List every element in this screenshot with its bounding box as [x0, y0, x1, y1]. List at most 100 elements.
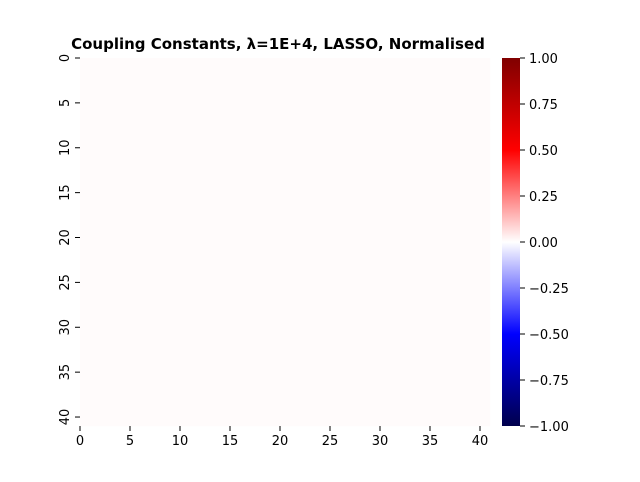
heatmap-cell: [100, 228, 111, 238]
heatmap-cell: [220, 93, 231, 104]
heatmap-cell: [450, 336, 461, 346]
heatmap-cell: [80, 111, 91, 122]
heatmap-cell: [260, 84, 271, 95]
heatmap-cell: [390, 156, 401, 167]
heatmap-cell: [180, 66, 191, 77]
heatmap-cell: [410, 354, 421, 364]
heatmap-cell: [360, 399, 371, 409]
heatmap-cell: [280, 354, 291, 364]
heatmap-cell: [470, 174, 481, 184]
heatmap-cell: [370, 282, 381, 292]
heatmap-cell: [410, 102, 421, 113]
heatmap-cell: [260, 291, 271, 301]
heatmap-cell: [450, 228, 461, 238]
heatmap-cell: [360, 255, 371, 265]
y-tick-label: 15: [58, 184, 73, 201]
heatmap-cell: [370, 228, 381, 238]
heatmap-cell: [240, 84, 251, 95]
heatmap-cell: [380, 408, 391, 418]
heatmap-cell: [90, 363, 101, 373]
heatmap-cell: [410, 147, 421, 158]
heatmap-cell: [390, 228, 401, 238]
heatmap-cell: [80, 183, 91, 193]
heatmap-cell: [260, 165, 271, 175]
heatmap-cell: [390, 165, 401, 175]
heatmap-cell: [410, 129, 421, 140]
heatmap-cell: [130, 408, 141, 418]
heatmap-cell: [300, 66, 311, 77]
heatmap-cell: [480, 102, 491, 113]
heatmap-cell: [180, 75, 191, 86]
heatmap-cell: [220, 264, 231, 274]
heatmap-cell: [320, 120, 331, 131]
heatmap-cell: [380, 129, 391, 140]
heatmap-cell: [100, 138, 111, 149]
heatmap-cell: [370, 345, 381, 355]
heatmap-cell: [200, 58, 211, 68]
heatmap-cell: [110, 345, 121, 355]
heatmap-cell: [230, 84, 241, 95]
heatmap-cell: [370, 201, 381, 211]
heatmap-cell: [460, 327, 471, 337]
heatmap-cell: [430, 237, 441, 247]
heatmap-cell: [470, 84, 481, 95]
heatmap-cell: [200, 255, 211, 265]
heatmap-cell: [190, 120, 201, 131]
heatmap-cell: [220, 129, 231, 140]
heatmap-cell: [290, 390, 301, 400]
heatmap-cell: [140, 66, 151, 77]
heatmap-cell: [400, 255, 411, 265]
heatmap-cell: [380, 192, 391, 202]
heatmap-cell: [480, 390, 491, 400]
heatmap-cell: [200, 93, 211, 104]
heatmap-cell: [320, 58, 331, 68]
heatmap-cell: [240, 327, 251, 337]
heatmap-cell: [300, 309, 311, 319]
heatmap-cell: [270, 399, 281, 409]
heatmap-cell: [460, 255, 471, 265]
heatmap-cell: [420, 255, 431, 265]
heatmap-cell: [410, 120, 421, 131]
heatmap-cell: [340, 291, 351, 301]
heatmap-cell: [160, 318, 171, 328]
heatmap-cell: [340, 120, 351, 131]
heatmap-cell: [310, 237, 321, 247]
heatmap-cell: [120, 111, 131, 122]
heatmap-cell: [220, 291, 231, 301]
heatmap-cell: [80, 237, 91, 247]
y-tick-label: 5: [58, 99, 73, 107]
heatmap-cell: [410, 309, 421, 319]
heatmap-cell: [470, 120, 481, 131]
heatmap-cell: [400, 156, 411, 167]
heatmap-cell: [320, 147, 331, 158]
heatmap-cell: [220, 354, 231, 364]
heatmap-cell: [170, 237, 181, 247]
heatmap-cell: [400, 147, 411, 158]
heatmap-cell: [480, 75, 491, 86]
heatmap-cell: [280, 345, 291, 355]
heatmap-cell: [260, 300, 271, 310]
heatmap-cell: [380, 282, 391, 292]
heatmap-cell: [310, 120, 321, 131]
heatmap-cell: [120, 264, 131, 274]
heatmap-cell: [260, 309, 271, 319]
heatmap-cell: [170, 390, 181, 400]
heatmap-cell: [420, 201, 431, 211]
heatmap-cell: [370, 192, 381, 202]
heatmap-cell: [340, 156, 351, 167]
heatmap-cell: [90, 345, 101, 355]
heatmap-cell: [440, 120, 451, 131]
heatmap-cell: [270, 309, 281, 319]
heatmap-cell: [430, 354, 441, 364]
heatmap-cell: [430, 165, 441, 175]
heatmap-cell: [440, 192, 451, 202]
heatmap-cell: [220, 201, 231, 211]
heatmap-cell: [440, 300, 451, 310]
colorbar-tick-label: 0.00: [529, 236, 558, 251]
heatmap-cell: [170, 147, 181, 158]
heatmap-cell: [290, 66, 301, 77]
heatmap-cell: [230, 309, 241, 319]
heatmap-cell: [100, 291, 111, 301]
heatmap-cell: [380, 75, 391, 86]
heatmap-cell: [440, 264, 451, 274]
